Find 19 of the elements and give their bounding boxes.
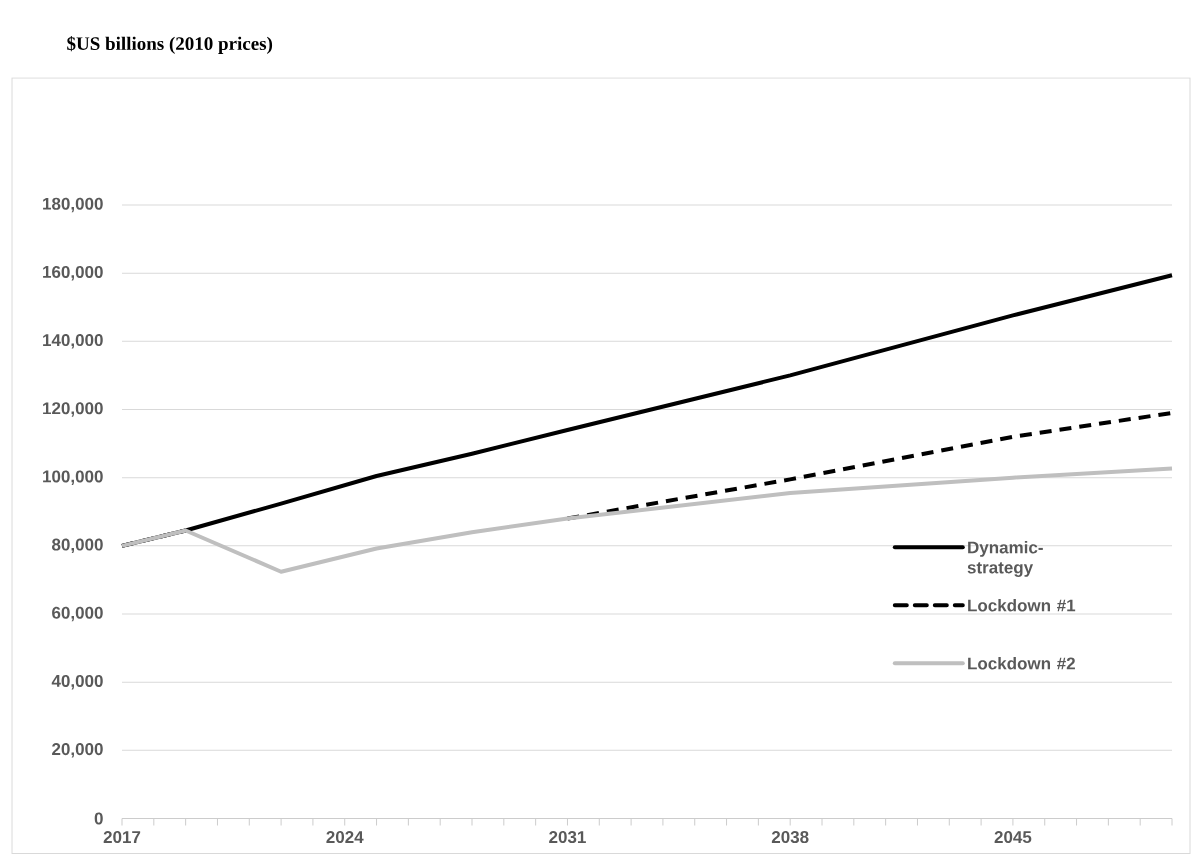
y-tick-label: 120,000: [43, 402, 103, 417]
y-tick-label: 160,000: [43, 265, 103, 281]
y-tick-label: 100,000: [43, 470, 103, 485]
x-tick-label: 2031: [549, 831, 586, 844]
y-tick-label: 60,000: [52, 606, 103, 622]
chart-title: $US billions (2010 prices): [67, 36, 273, 54]
y-tick-label: 0: [94, 812, 103, 825]
x-tick-label: 2024: [326, 831, 364, 844]
x-tick-label: 2017: [103, 831, 141, 844]
x-tick-label: 2045: [994, 831, 1032, 844]
legend-label: Lockdown #2: [968, 657, 1075, 670]
x-tick-label: 2038: [771, 831, 809, 844]
legend-label: Dynamic-strategy: [967, 541, 1043, 577]
y-tick-label: 140,000: [43, 334, 103, 349]
y-tick-label: 20,000: [52, 743, 103, 758]
y-tick-label: 40,000: [51, 674, 103, 690]
y-tick-label: 80,000: [52, 538, 103, 554]
legend-label: Lockdown #1: [968, 599, 1076, 612]
y-tick-label: 180,000: [43, 197, 103, 213]
